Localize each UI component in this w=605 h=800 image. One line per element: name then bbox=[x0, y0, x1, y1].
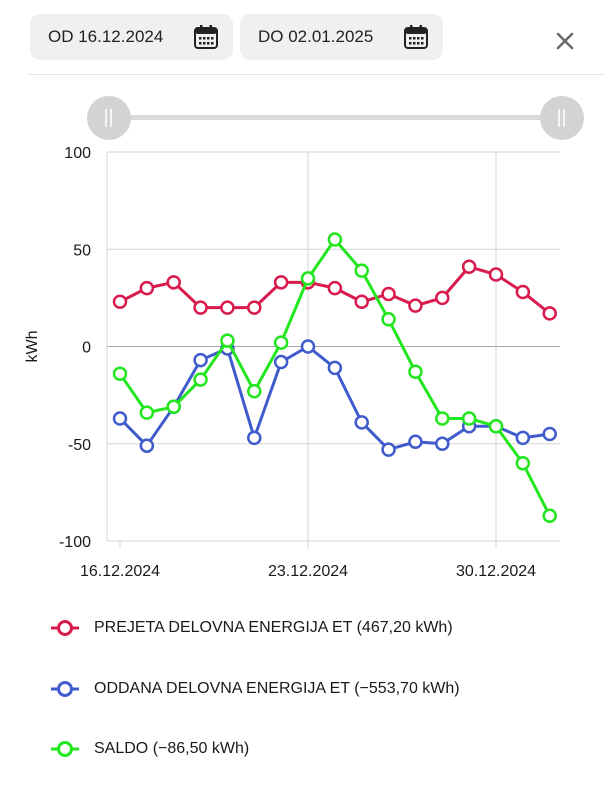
data-point-oddana bbox=[381, 442, 396, 457]
data-point-saldo bbox=[193, 372, 208, 387]
slider-track bbox=[109, 115, 562, 120]
date-from-label: OD 16.12.2024 bbox=[48, 27, 164, 46]
y-tick-label: 50 bbox=[73, 242, 91, 259]
calendar-icon bbox=[194, 25, 218, 49]
data-point-saldo bbox=[354, 263, 369, 278]
slider-start-handle[interactable] bbox=[87, 96, 131, 140]
legend-label: SALDO (−86,50 kWh) bbox=[94, 740, 250, 757]
data-point-oddana bbox=[354, 415, 369, 430]
data-point-prejeta bbox=[139, 280, 155, 296]
date-range-slider[interactable] bbox=[87, 96, 584, 140]
data-point-saldo bbox=[139, 405, 155, 420]
data-point-oddana bbox=[327, 360, 343, 376]
data-point-prejeta bbox=[327, 280, 343, 296]
y-axis-label: kWh bbox=[24, 331, 41, 363]
data-point-prejeta bbox=[220, 300, 235, 315]
data-point-oddana bbox=[542, 426, 557, 442]
data-point-prejeta bbox=[381, 286, 396, 302]
data-point-prejeta bbox=[193, 300, 208, 315]
legend-marker-icon bbox=[51, 681, 79, 697]
y-tick-label: -50 bbox=[68, 437, 91, 454]
data-point-prejeta bbox=[488, 267, 504, 282]
y-tick-label: 100 bbox=[64, 145, 91, 162]
data-point-saldo bbox=[220, 333, 235, 348]
data-point-saldo bbox=[327, 232, 343, 247]
energy-line-chart: 100 50 0 -50 -100 16.12.2024 23.12.2024 30.12.2… bbox=[24, 145, 560, 580]
legend-item-prejeta[interactable]: PREJETA DELOVNA ENERGIJA ET (467,20 kWh) bbox=[50, 614, 590, 642]
data-point-saldo bbox=[273, 335, 289, 350]
legend-marker-icon bbox=[51, 741, 79, 757]
legend-item-saldo[interactable]: SALDO (−86,50 kWh) bbox=[50, 735, 590, 763]
data-point-prejeta bbox=[461, 259, 477, 275]
close-icon[interactable] bbox=[553, 29, 577, 53]
data-point-saldo bbox=[166, 399, 181, 415]
legend-marker-icon bbox=[51, 620, 79, 636]
x-tick-label: 23.12.2024 bbox=[268, 563, 348, 580]
date-to-picker[interactable]: DO 02.01.2025 bbox=[240, 14, 443, 60]
data-point-saldo bbox=[381, 312, 396, 327]
data-point-oddana bbox=[515, 430, 531, 446]
data-point-oddana bbox=[112, 411, 128, 426]
data-point-oddana bbox=[273, 354, 289, 370]
data-point-saldo bbox=[461, 411, 477, 426]
data-point-saldo bbox=[435, 411, 450, 426]
y-tick-label: 0 bbox=[82, 340, 91, 357]
data-point-prejeta bbox=[515, 284, 531, 300]
data-point-saldo bbox=[247, 383, 262, 399]
data-point-oddana bbox=[139, 438, 155, 453]
slider-end-handle[interactable] bbox=[540, 96, 584, 140]
data-point-prejeta bbox=[435, 290, 450, 306]
data-point-oddana bbox=[193, 352, 208, 368]
data-point-prejeta bbox=[166, 275, 181, 290]
data-point-prejeta bbox=[408, 298, 423, 313]
data-point-oddana bbox=[300, 339, 316, 354]
data-point-saldo bbox=[112, 366, 128, 381]
date-from-picker[interactable]: OD 16.12.2024 bbox=[30, 14, 233, 60]
legend-label: ODDANA DELOVNA ENERGIJA ET (−553,70 kWh) bbox=[94, 680, 460, 697]
data-point-saldo bbox=[488, 418, 504, 434]
x-tick-label: 30.12.2024 bbox=[456, 563, 536, 580]
x-tick-label: 16.12.2024 bbox=[80, 563, 160, 580]
header-divider bbox=[28, 74, 605, 75]
data-point-prejeta bbox=[273, 275, 289, 290]
y-tick-label: -100 bbox=[59, 534, 91, 551]
data-point-saldo bbox=[300, 271, 316, 286]
data-point-oddana bbox=[247, 430, 262, 446]
data-point-saldo bbox=[408, 364, 423, 380]
calendar-icon bbox=[404, 25, 428, 49]
data-point-saldo bbox=[515, 455, 531, 471]
data-point-oddana bbox=[408, 434, 423, 450]
legend-label: PREJETA DELOVNA ENERGIJA ET (467,20 kWh) bbox=[94, 619, 453, 636]
date-to-label: DO 02.01.2025 bbox=[258, 27, 374, 46]
data-point-oddana bbox=[435, 436, 450, 451]
data-point-prejeta bbox=[542, 306, 557, 321]
legend-item-oddana[interactable]: ODDANA DELOVNA ENERGIJA ET (−553,70 kWh) bbox=[50, 675, 590, 703]
data-point-saldo bbox=[542, 508, 557, 523]
data-point-prejeta bbox=[247, 300, 262, 315]
data-point-prejeta bbox=[112, 294, 128, 310]
data-point-prejeta bbox=[354, 294, 369, 310]
